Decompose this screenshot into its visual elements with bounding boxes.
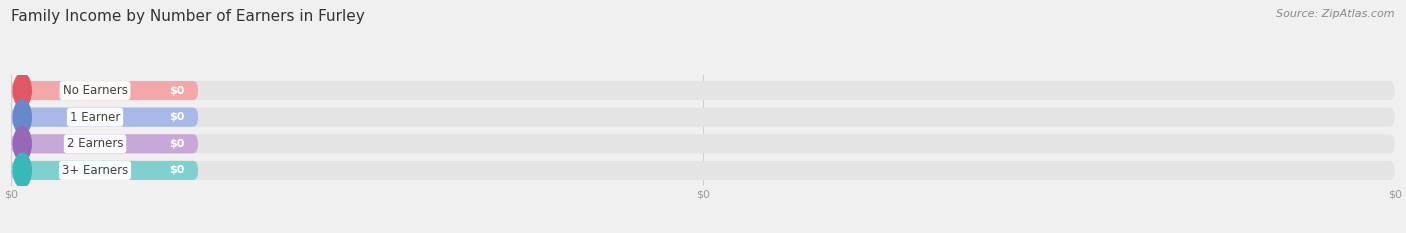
Text: 3+ Earners: 3+ Earners xyxy=(62,164,128,177)
Circle shape xyxy=(13,127,31,161)
Circle shape xyxy=(13,100,31,134)
Text: $0: $0 xyxy=(170,86,186,96)
FancyBboxPatch shape xyxy=(11,161,198,180)
Text: 2 Earners: 2 Earners xyxy=(66,137,124,150)
Circle shape xyxy=(13,73,31,108)
FancyBboxPatch shape xyxy=(11,134,198,153)
FancyBboxPatch shape xyxy=(11,161,1395,180)
Text: No Earners: No Earners xyxy=(63,84,128,97)
Text: 1 Earner: 1 Earner xyxy=(70,111,121,124)
Circle shape xyxy=(13,153,31,188)
FancyBboxPatch shape xyxy=(11,108,198,127)
Text: Source: ZipAtlas.com: Source: ZipAtlas.com xyxy=(1277,9,1395,19)
FancyBboxPatch shape xyxy=(11,81,1395,100)
FancyBboxPatch shape xyxy=(11,134,1395,153)
FancyBboxPatch shape xyxy=(11,81,198,100)
Text: $0: $0 xyxy=(170,165,186,175)
Text: $0: $0 xyxy=(170,139,186,149)
Text: Family Income by Number of Earners in Furley: Family Income by Number of Earners in Fu… xyxy=(11,9,366,24)
FancyBboxPatch shape xyxy=(11,108,1395,127)
Text: $0: $0 xyxy=(170,112,186,122)
